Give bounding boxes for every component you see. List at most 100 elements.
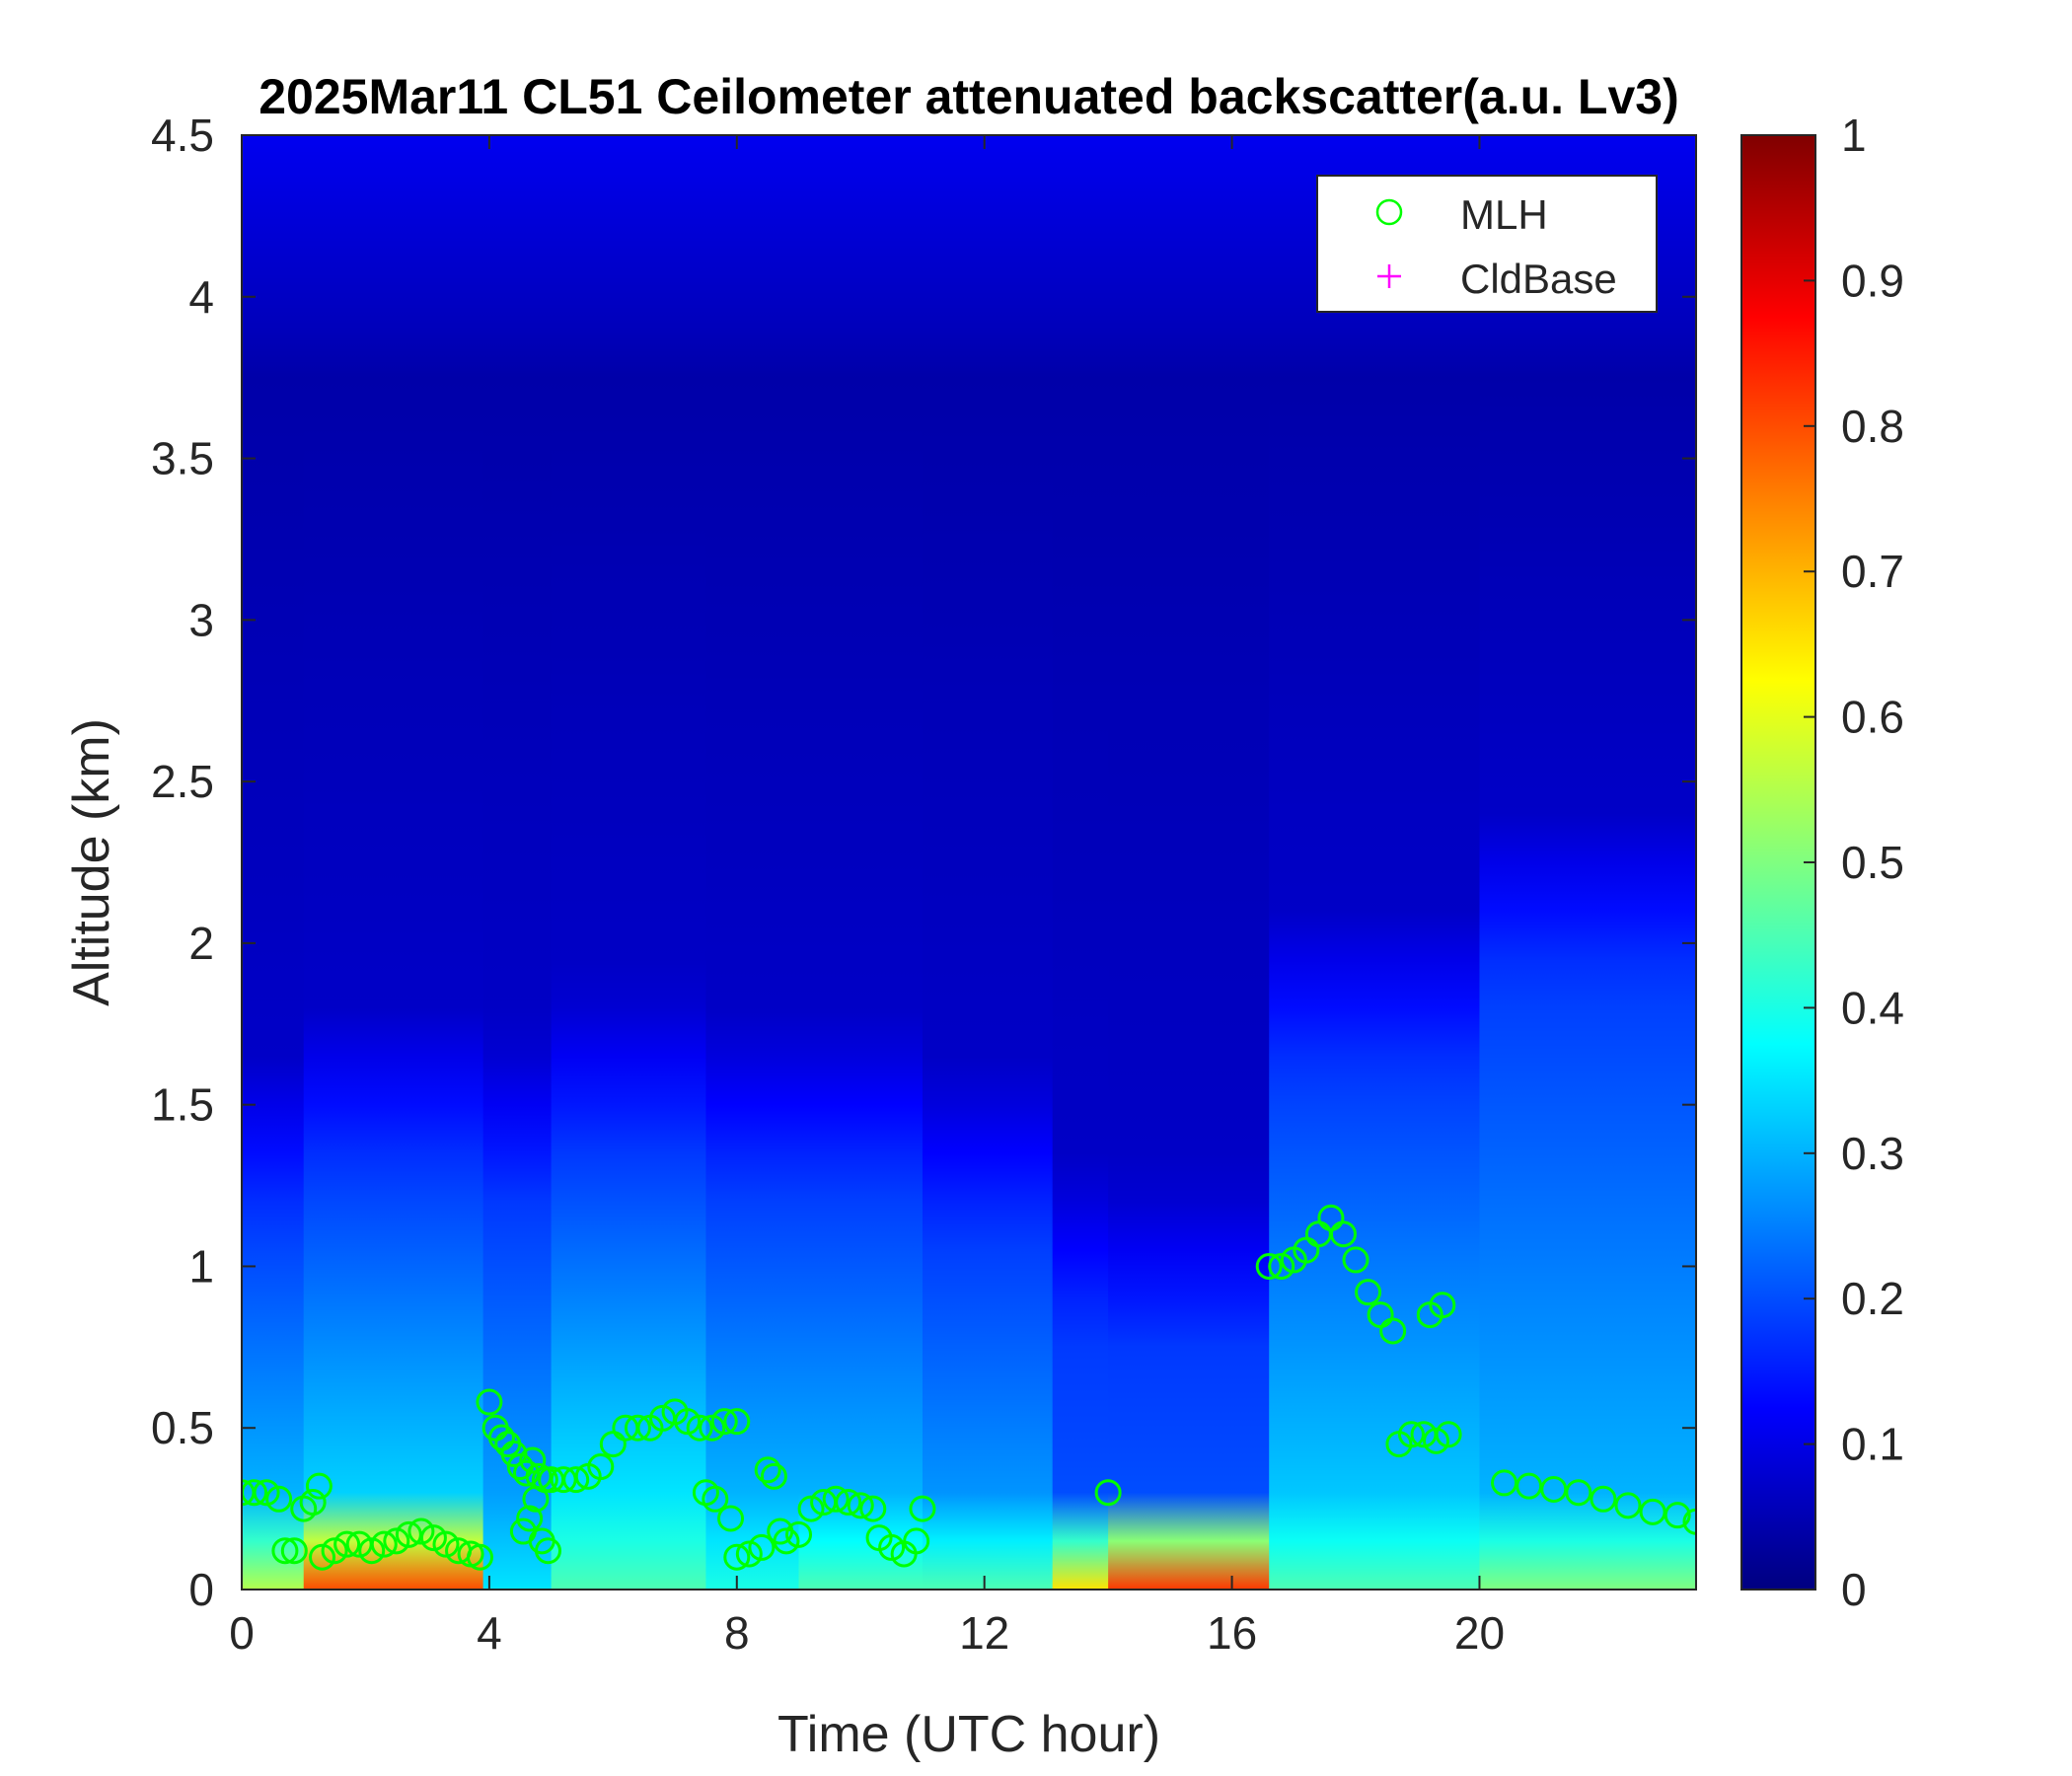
mlh-point [1664,1502,1691,1529]
heatmap-segment [303,135,484,1590]
mlh-point [878,1533,906,1561]
colorbar-tick-label: 0.5 [1841,837,1904,888]
backscatter-heatmap [242,135,1696,1590]
mlh-point [699,1414,726,1442]
mlh-point [534,1537,561,1565]
colorbar-tick-label: 0.2 [1841,1273,1904,1324]
mlh-point [1397,1421,1425,1448]
mlh-point [748,1533,776,1561]
colorbar-fill [1740,134,1816,1591]
legend-cldbase-label: CldBase [1460,256,1617,302]
mlh-point [903,1527,930,1555]
mlh-point [370,1530,398,1558]
x-tick-label: 0 [229,1607,255,1659]
mlh-point [333,1530,361,1558]
x-tick-label: 12 [959,1607,1009,1659]
mlh-point [735,1540,763,1568]
y-tick-label: 2 [188,918,214,969]
colorbar-tick-label: 0.3 [1841,1128,1904,1179]
mlh-point [702,1485,729,1513]
colorbar-tick-label: 0.1 [1841,1419,1904,1470]
mlh-point [723,1408,751,1436]
mlh-point [513,1459,541,1487]
mlh-point [271,1537,299,1565]
mlh-point [835,1489,862,1517]
mlh-point [1614,1492,1642,1519]
mlh-point [1329,1221,1357,1248]
mlh-point [587,1453,615,1481]
mlh-point [710,1408,738,1436]
mlh-point [466,1543,493,1571]
mlh-point [1094,1479,1122,1507]
mlh-point [265,1485,293,1513]
mlh-point [309,1543,336,1571]
heatmap-segment [1052,135,1109,1590]
mlh-point [253,1479,280,1507]
colorbar-tick-label: 0.8 [1841,401,1904,452]
colorbar-tick-label: 0.6 [1841,692,1904,743]
mlh-point [562,1466,590,1494]
colorbar-tick-label: 1 [1841,110,1867,161]
mlh-point [674,1408,702,1436]
plot-area-frame [241,134,1697,1591]
y-tick-label: 3 [188,594,214,645]
mlh-point [760,1462,787,1490]
mlh-point [419,1524,447,1552]
mlh-point [847,1492,874,1519]
y-axis-label: Altitude (km) [63,718,120,1006]
mlh-point [299,1489,327,1517]
mlh-point [358,1537,386,1565]
x-tick-label: 16 [1207,1607,1257,1659]
mlh-point [1342,1246,1369,1274]
legend-mlh-label: MLH [1460,191,1548,238]
y-tick-label: 0.5 [151,1402,214,1453]
y-tick-label: 0 [188,1564,214,1615]
colorbar: 0 0.1 0.2 0.3 0.4 0.5 0.6 0.7 0.8 0.9 1 [1740,110,1904,1615]
mlh-point [624,1414,651,1442]
heatmap-segment [242,135,305,1590]
y-tick-label: 4.5 [151,110,214,161]
heatmap-segment [1479,135,1696,1590]
heatmap-segment [551,135,706,1590]
mlh-point [407,1517,435,1545]
y-axis: 0 0.5 1 1.5 2 2.5 3 3.5 4 4.5 [151,110,1696,1615]
x-axis-label: Time (UTC hour) [777,1706,1160,1763]
mlh-point [723,1543,751,1571]
colorbar-tick-label: 0.7 [1841,546,1904,597]
mlh-point [519,1446,547,1474]
mlh-point [522,1485,550,1513]
mlh-point [516,1505,544,1532]
x-tick-label: 20 [1454,1607,1505,1659]
mlh-point [1355,1279,1382,1306]
heatmap-segment [705,135,800,1590]
y-tick-label: 4 [188,271,214,323]
colorbar-tick-label: 0.4 [1841,982,1904,1033]
x-axis: 0 4 8 12 16 20 [229,135,1505,1659]
mlh-point [321,1537,348,1565]
mlh-point [717,1505,745,1532]
mlh-point [1429,1292,1456,1319]
mlh-point [686,1414,713,1442]
mlh-point [1590,1485,1617,1513]
mlh-point [1379,1317,1407,1345]
mlh-point [476,1388,503,1416]
mlh-point [1435,1421,1462,1448]
legend-cldbase-marker [1377,264,1401,288]
y-tick-label: 2.5 [151,756,214,807]
legend-box [1316,175,1658,313]
mlh-point [1255,1252,1283,1280]
chart-title: 2025Mar11 CL51 Ceilometer attenuated bac… [259,69,1679,124]
mlh-point [383,1527,410,1555]
mlh-point [1682,1508,1696,1535]
mlh-point [1565,1479,1592,1507]
mlh-point [785,1520,813,1548]
mlh-point [797,1495,825,1522]
colorbar-tick-label: 0.9 [1841,255,1904,306]
y-tick-label: 3.5 [151,433,214,484]
legend-mlh-marker [1375,198,1403,226]
legend: MLH CldBase [1316,175,1658,313]
mlh-point [1423,1427,1450,1454]
mlh-point [280,1537,308,1565]
mlh-point [859,1495,887,1522]
